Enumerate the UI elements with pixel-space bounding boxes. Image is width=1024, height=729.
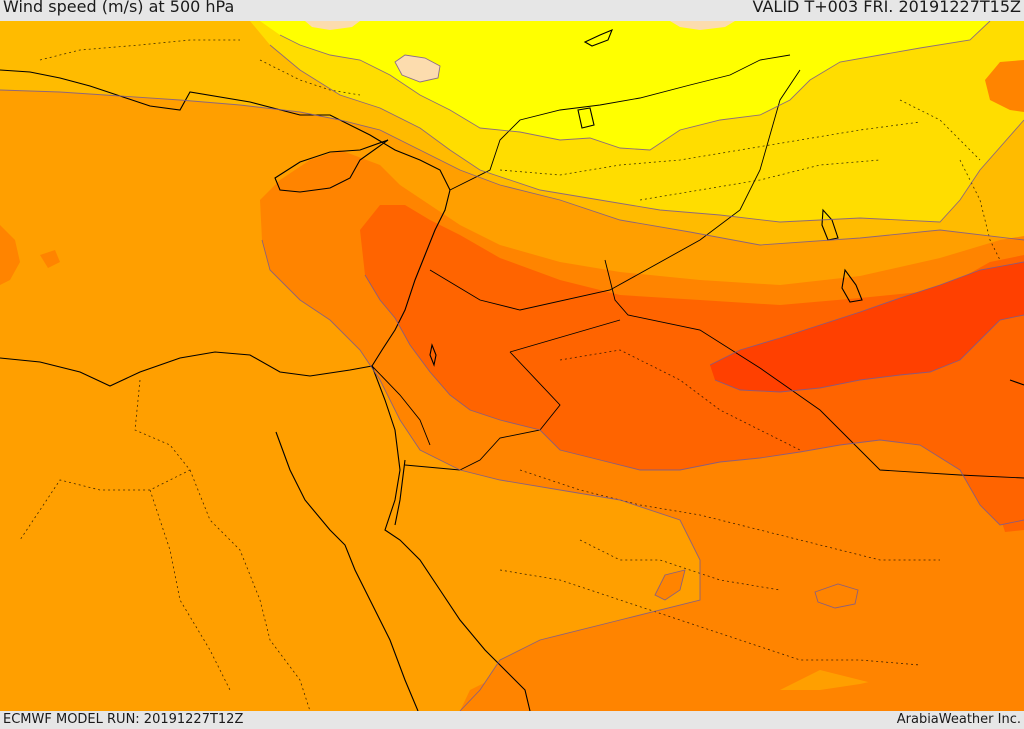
blob-south-4 bbox=[728, 634, 745, 648]
blob-east-red-edge bbox=[998, 428, 1024, 532]
wind-speed-map bbox=[0, 21, 1024, 711]
wind-contours bbox=[0, 21, 1024, 711]
band-light-north bbox=[305, 21, 360, 30]
band-east-orange bbox=[985, 60, 1024, 112]
band-orange-red bbox=[360, 205, 1024, 525]
header-bar: Wind speed (m/s) at 500 hPa VALID T+003 … bbox=[0, 0, 1024, 21]
blob-south-3 bbox=[735, 614, 748, 628]
blob-south-1 bbox=[655, 570, 685, 600]
band-south-dark bbox=[460, 640, 1024, 711]
credit-label: ArabiaWeather Inc. bbox=[896, 712, 1021, 727]
band-red bbox=[710, 262, 1024, 392]
model-run-label: ECMWF MODEL RUN: 20191227T12Z bbox=[3, 712, 244, 727]
country-borders bbox=[371, 54, 1024, 479]
blob-south-2 bbox=[815, 584, 858, 608]
band-light-north-3 bbox=[670, 21, 735, 30]
map-panel bbox=[0, 21, 1024, 711]
coastlines bbox=[0, 28, 1024, 711]
blob-dark-orange-small bbox=[40, 250, 60, 268]
band-light-north-2 bbox=[395, 55, 440, 82]
blob-dark-orange-west bbox=[0, 225, 20, 285]
footer-bar: ECMWF MODEL RUN: 20191227T12Z ArabiaWeat… bbox=[0, 711, 1024, 729]
band-yellow bbox=[260, 21, 990, 150]
admin-boundaries bbox=[19, 39, 1001, 711]
map-title: Wind speed (m/s) at 500 hPa bbox=[3, 0, 235, 16]
valid-time: VALID T+003 FRI. 20191227T15Z bbox=[752, 0, 1021, 16]
